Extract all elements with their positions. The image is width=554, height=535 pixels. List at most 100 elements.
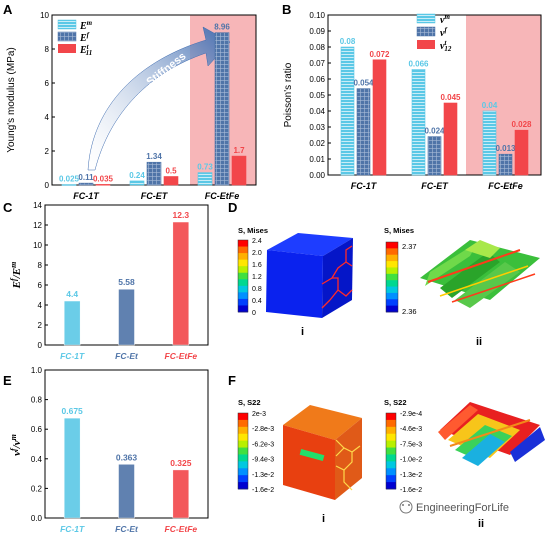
legend-a: Em Ef Et 11 bbox=[57, 19, 93, 57]
panel-d-simulation: S, Mises 2.42.01.61.20.80.40 i S, Mises … bbox=[237, 226, 540, 348]
panel-letter-c: C bbox=[3, 200, 13, 215]
ytick-label: 0.02 bbox=[309, 139, 325, 148]
bar-vf bbox=[498, 153, 513, 176]
ytick-label: 0.01 bbox=[309, 155, 325, 164]
data-label: 1.7 bbox=[233, 146, 245, 155]
colorbar-cell bbox=[238, 240, 248, 247]
colorbar-cell bbox=[386, 261, 398, 268]
colorbar-cell bbox=[238, 413, 248, 421]
colorbar-cell bbox=[238, 246, 248, 254]
ytick-label: 0.10 bbox=[309, 11, 325, 20]
bar-v12 bbox=[443, 102, 458, 176]
data-label: 0.024 bbox=[424, 127, 445, 136]
bar bbox=[118, 464, 135, 519]
category-label: FC-1T bbox=[73, 191, 100, 201]
colorbar-cell bbox=[238, 461, 248, 469]
ytick-label: 0.4 bbox=[31, 455, 43, 464]
bar-ef bbox=[78, 182, 94, 186]
ytick-label: 2 bbox=[38, 321, 43, 330]
colorbar-cell bbox=[238, 298, 248, 306]
ytick-label: 4 bbox=[38, 301, 43, 310]
bar-e11 bbox=[95, 184, 111, 186]
colorbar-cell bbox=[386, 468, 396, 476]
colorbar-cell bbox=[386, 248, 398, 256]
legend-b-vf: vf bbox=[440, 26, 447, 39]
legend-d-i-title: S, Mises bbox=[238, 226, 268, 235]
colorbar-frame bbox=[385, 241, 399, 313]
data-label: 0.04 bbox=[482, 101, 498, 110]
label-f-ii: ii bbox=[478, 518, 484, 530]
legend-f-ii-title: S, S22 bbox=[384, 398, 407, 407]
colorbar-cell bbox=[386, 267, 398, 275]
colorbar-cell bbox=[386, 242, 398, 249]
ytick-label: 4 bbox=[45, 113, 50, 122]
bar-v12 bbox=[372, 59, 387, 176]
ytick-label: 0.2 bbox=[31, 484, 43, 493]
colorbar-tick: 0.8 bbox=[252, 286, 262, 293]
bar-vm bbox=[482, 110, 497, 176]
honeycomb-f-ii bbox=[438, 402, 545, 466]
watermark-text: EngineeringForLife bbox=[416, 502, 509, 514]
colorbar-tick: 2.0 bbox=[252, 250, 262, 257]
legend-b-v12: vt 12 bbox=[440, 39, 452, 53]
ytick-label: 0.0 bbox=[31, 514, 43, 523]
bar-em bbox=[197, 172, 213, 186]
legend-a-e11: Et 11 bbox=[79, 43, 92, 57]
panel-letter-b: B bbox=[282, 2, 291, 17]
panel-e-chart: 0.0 0.2 0.4 0.6 0.8 1.0 FC-1T FC-Et FC-EtFe vf/vm… bbox=[9, 366, 209, 534]
data-label: 1.34 bbox=[146, 152, 162, 161]
data-label: 0.025 bbox=[59, 175, 80, 184]
colorbar-cell bbox=[386, 286, 398, 294]
bar-vf bbox=[427, 136, 442, 176]
ytick-label: 0.03 bbox=[309, 123, 325, 132]
highlight-band-b bbox=[466, 15, 541, 175]
bar-vm bbox=[411, 69, 426, 176]
data-label: 0.035 bbox=[93, 174, 114, 183]
category-label: FC-ET bbox=[141, 191, 169, 201]
colorbar-tick: 1.2 bbox=[252, 274, 262, 281]
category-label: FC-EtFe bbox=[488, 181, 523, 191]
category-label: FC-1T bbox=[60, 524, 85, 534]
colorbar-cell bbox=[238, 259, 248, 267]
colorbar-tick: 0.4 bbox=[252, 298, 262, 305]
label-d-i: i bbox=[301, 326, 304, 338]
data-label: 0.363 bbox=[116, 452, 138, 462]
legend-b: vm vf vt 12 bbox=[416, 13, 452, 53]
ytick-label: 0.6 bbox=[31, 425, 43, 434]
colorbar-tick: 0 bbox=[252, 310, 256, 317]
category-label: FC-EtFe bbox=[165, 524, 198, 534]
bar-em bbox=[129, 180, 145, 186]
colorbar-cell bbox=[386, 482, 396, 490]
colorbar-cell bbox=[386, 419, 396, 428]
colorbar-cell bbox=[386, 426, 396, 435]
ytick-label: 6 bbox=[45, 79, 50, 88]
colorbar-cell bbox=[386, 461, 396, 469]
data-label: 0.11 bbox=[78, 173, 94, 182]
data-label: 0.73 bbox=[197, 163, 213, 172]
category-label: FC-1T bbox=[351, 181, 378, 191]
colorbar-tick: -1.3e-2 bbox=[400, 472, 422, 479]
data-label: 0.066 bbox=[408, 59, 429, 68]
colorbar-tick: -1.0e-2 bbox=[400, 457, 422, 464]
bar-e11 bbox=[231, 155, 247, 186]
data-label: 0.072 bbox=[369, 50, 390, 59]
ytick-label: 1.0 bbox=[31, 366, 43, 375]
colorbar-cell bbox=[386, 292, 398, 300]
category-label: FC-Et bbox=[115, 524, 139, 534]
colorbar-tick: -7.5e-3 bbox=[400, 441, 422, 448]
colorbar-d-ii bbox=[385, 241, 399, 313]
data-label: 12.3 bbox=[173, 210, 190, 220]
colorbar-tick: -1.6e-2 bbox=[252, 487, 274, 494]
bar bbox=[172, 221, 190, 346]
data-label: 5.58 bbox=[118, 277, 135, 287]
colorbar-cell bbox=[238, 447, 248, 455]
data-label: 0.054 bbox=[353, 79, 374, 88]
bar bbox=[63, 417, 81, 519]
colorbar-d-i: 2.4 2.0 1.6 1.2 0.8 0.4 0 bbox=[237, 238, 262, 317]
ytick-label: 0.8 bbox=[31, 396, 43, 405]
colorbar-cell bbox=[386, 433, 396, 442]
label-d-ii: ii bbox=[476, 336, 482, 348]
ytick-label: 10 bbox=[40, 11, 49, 20]
colorbar-frame bbox=[385, 412, 397, 490]
